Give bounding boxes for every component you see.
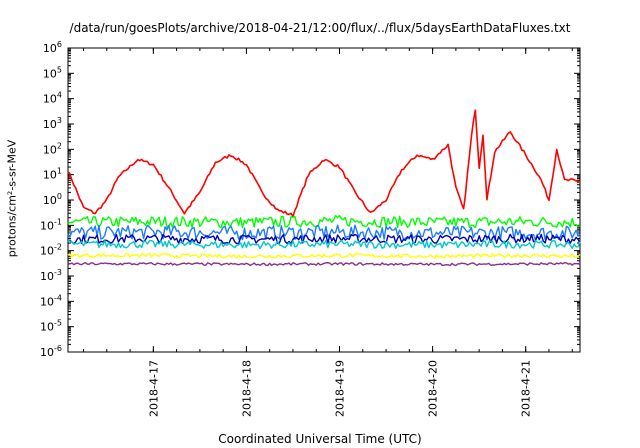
series-line-5 bbox=[67, 239, 581, 250]
x-tick-label: 2018-4-19 bbox=[334, 360, 347, 417]
y-tick-label: 10-5 bbox=[40, 319, 62, 334]
y-tick-label: 101 bbox=[43, 167, 62, 182]
series-line-7 bbox=[67, 262, 581, 267]
y-tick-label: 102 bbox=[43, 141, 62, 156]
x-tick-label: 2018-4-18 bbox=[240, 360, 253, 417]
y-tick-label: 100 bbox=[43, 192, 62, 207]
y-tick-label: 103 bbox=[43, 116, 62, 131]
x-tick-label: 2018-4-21 bbox=[520, 360, 533, 417]
plot-frame bbox=[67, 47, 581, 353]
y-tick-label: 10-3 bbox=[40, 268, 62, 283]
series-line-6 bbox=[67, 252, 581, 259]
chart-title: /data/run/goesPlots/archive/2018-04-21/1… bbox=[69, 21, 571, 35]
y-tick-label: 10-1 bbox=[40, 217, 62, 232]
x-axis-label: Coordinated Universal Time (UTC) bbox=[218, 432, 422, 446]
y-tick-label: 10-6 bbox=[40, 344, 62, 359]
y-tick-label: 10-4 bbox=[40, 293, 62, 308]
x-tick-label: 2018-4-20 bbox=[427, 360, 440, 417]
series-line-1 bbox=[67, 109, 581, 218]
series-line-4 bbox=[67, 233, 581, 245]
x-tick-label: 2018-4-17 bbox=[147, 360, 160, 417]
y-tick-label: 10-2 bbox=[40, 243, 62, 258]
y-tick-label: 106 bbox=[43, 40, 62, 55]
series-line-2 bbox=[67, 214, 581, 229]
y-tick-label: 104 bbox=[43, 91, 62, 106]
y-tick-label: 105 bbox=[43, 65, 62, 80]
